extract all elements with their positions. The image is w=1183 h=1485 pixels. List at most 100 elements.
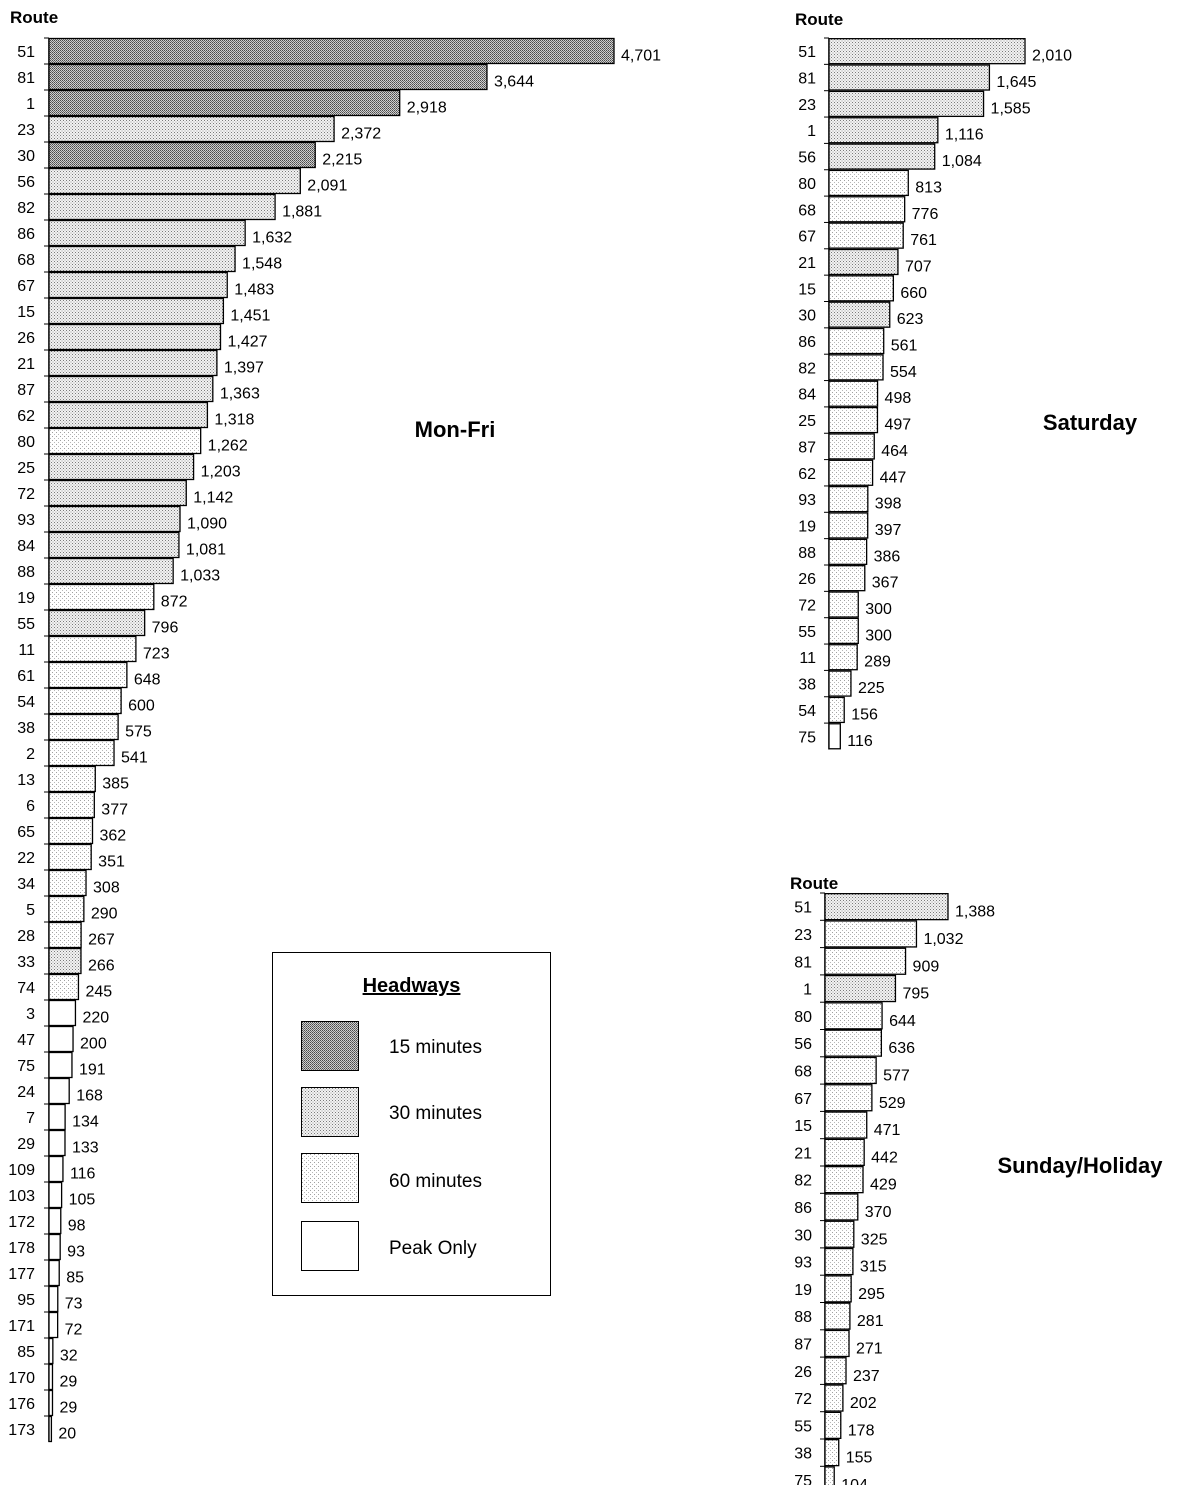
bar-route-75 [48,1051,73,1079]
bar-route-19 [824,1275,852,1303]
route-label: 6 [26,798,35,815]
value-label: 796 [152,620,179,637]
route-label: 1 [807,123,816,140]
value-label: 1,427 [228,334,268,351]
value-label: 325 [861,1231,888,1248]
bar-route-81 [824,947,907,975]
value-label: 1,363 [220,386,260,403]
value-label: 1,881 [282,204,322,221]
value-label: 3,644 [494,74,534,91]
value-label: 300 [865,627,892,644]
bar-route-1 [828,117,939,144]
value-label: 660 [900,285,927,302]
route-label: 29 [17,1136,35,1153]
route-label: 86 [798,334,816,351]
route-label: 15 [17,304,35,321]
value-label: 85 [66,1270,84,1287]
value-label: 397 [875,522,902,539]
value-label: 156 [851,706,878,723]
route-label: 21 [798,255,816,272]
route-label: 38 [17,720,35,737]
value-label: 1,084 [942,153,982,170]
legend-label-30-minutes: 30 minutes [389,1103,482,1124]
bar-route-109 [48,1155,64,1183]
route-label: 56 [17,174,35,191]
value-label: 362 [100,828,127,845]
route-label: 23 [798,97,816,114]
value-label: 498 [885,390,912,407]
value-label: 178 [848,1422,875,1439]
bar-route-65 [48,817,94,845]
value-label: 290 [91,906,118,923]
bar-route-82 [824,1166,864,1194]
bar-route-38 [824,1439,840,1467]
route-label: 11 [18,642,35,659]
legend-label-15-minutes: 15 minutes [389,1037,482,1058]
value-label: 813 [915,179,942,196]
route-label: 87 [17,382,35,399]
bar-route-88 [824,1302,851,1330]
value-label: 398 [875,496,902,513]
value-label: 648 [134,672,161,689]
bar-route-34 [48,869,87,897]
route-label: 61 [17,668,35,685]
value-label: 1,033 [180,568,220,585]
bar-route-30 [48,141,316,169]
bar-route-33 [48,947,82,975]
value-label: 577 [883,1067,910,1084]
axis-label-sunday-holiday: Route [790,874,838,893]
bar-route-93 [828,485,869,513]
bar-route-67 [48,271,228,299]
bar-route-51 [824,893,949,921]
value-label: 2,918 [407,100,447,117]
bar-route-25 [828,406,879,434]
legend-swatch-15-minutes [301,1021,359,1071]
bar-route-38 [828,670,852,697]
bar-route-2 [48,739,115,767]
route-label: 75 [798,729,816,746]
route-label: 95 [17,1292,35,1309]
value-label: 289 [864,654,891,671]
value-label: 707 [905,258,932,275]
route-label: 5 [26,902,35,919]
bar-route-19 [48,583,155,611]
value-label: 447 [880,469,907,486]
bar-route-93 [48,505,181,533]
value-label: 529 [879,1095,906,1112]
route-label: 67 [17,278,35,295]
legend-swatch-60-minutes [301,1153,359,1203]
bar-route-23 [828,90,985,118]
bar-route-72 [48,479,187,507]
value-label: 1,397 [224,360,264,377]
bar-route-19 [828,512,869,539]
route-label: 80 [794,1009,812,1026]
route-label: 93 [798,492,816,509]
value-label: 2,372 [341,126,381,143]
route-label: 81 [798,71,816,88]
route-label: 55 [794,1418,812,1435]
value-label: 271 [856,1340,883,1357]
value-label: 600 [128,698,155,715]
legend: Headways 15 minutes 30 minutes 60 minute… [272,952,551,1296]
route-label: 28 [17,928,35,945]
bar-route-1 [824,974,897,1003]
value-label: 220 [82,1010,109,1027]
value-label: 225 [858,680,885,697]
value-label: 168 [76,1088,103,1105]
route-label: 67 [798,229,816,246]
route-label: 22 [17,850,35,867]
route-label: 2 [26,746,35,763]
route-label: 30 [798,308,816,325]
bar-route-55 [824,1411,842,1439]
route-label: 72 [798,598,816,615]
value-label: 73 [65,1296,83,1313]
route-label: 103 [8,1188,35,1205]
route-label: 72 [794,1391,812,1408]
value-label: 134 [72,1114,99,1131]
value-label: 795 [902,986,929,1003]
route-label: 55 [17,616,35,633]
axis-label-saturday: Route [795,10,843,29]
value-label: 644 [889,1013,916,1030]
bar-route-30 [824,1220,855,1248]
route-label: 82 [17,200,35,217]
